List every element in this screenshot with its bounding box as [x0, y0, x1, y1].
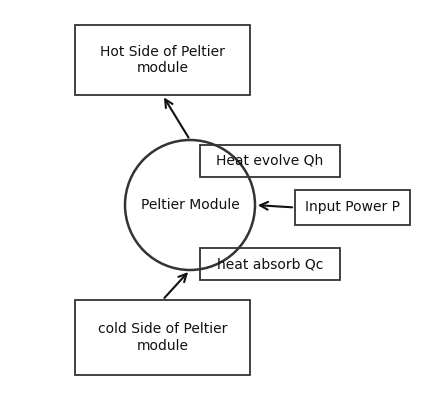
Text: Heat evolve Qh: Heat evolve Qh	[216, 154, 324, 168]
Text: Peltier Module: Peltier Module	[141, 198, 240, 212]
FancyBboxPatch shape	[200, 248, 340, 280]
Text: Input Power P: Input Power P	[305, 200, 400, 214]
Text: cold Side of Peltier
module: cold Side of Peltier module	[98, 322, 227, 353]
Text: Hot Side of Peltier
module: Hot Side of Peltier module	[100, 45, 225, 75]
FancyBboxPatch shape	[75, 25, 250, 95]
FancyBboxPatch shape	[295, 190, 410, 225]
Text: heat absorb Qc: heat absorb Qc	[217, 257, 323, 271]
FancyBboxPatch shape	[200, 145, 340, 177]
FancyBboxPatch shape	[75, 300, 250, 375]
